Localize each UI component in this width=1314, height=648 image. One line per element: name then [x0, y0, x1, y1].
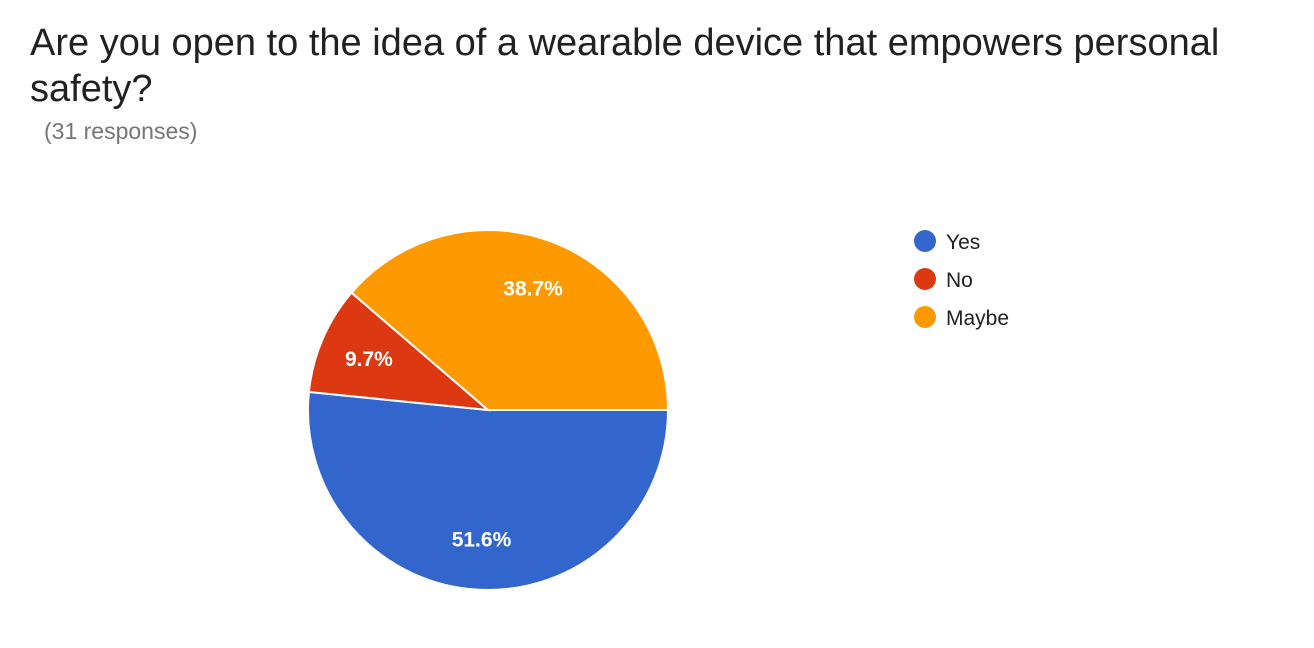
legend-label-no: No	[946, 269, 973, 292]
legend-swatch-yes	[914, 230, 936, 252]
pie-slice-no	[307, 291, 492, 412]
chart-title: Are you open to the idea of a wearable d…	[30, 22, 1220, 110]
pie-label-no: 9.7%	[345, 348, 393, 371]
pie-label-maybe: 38.7%	[503, 277, 563, 300]
pie-slice-labels: 51.6% 9.7% 38.7%	[345, 277, 563, 551]
legend-label-yes: Yes	[946, 231, 980, 254]
legend-swatch-maybe	[914, 306, 936, 328]
pie-slice-maybe	[350, 229, 670, 411]
pie-slice-yes	[307, 390, 670, 591]
legend-swatch-no	[914, 268, 936, 290]
chart-legend: Yes No Maybe	[914, 230, 1009, 330]
response-count: (31 responses)	[44, 118, 198, 144]
pie-slices	[307, 229, 670, 591]
pie-label-yes: 51.6%	[452, 528, 512, 551]
legend-label-maybe: Maybe	[946, 307, 1009, 330]
